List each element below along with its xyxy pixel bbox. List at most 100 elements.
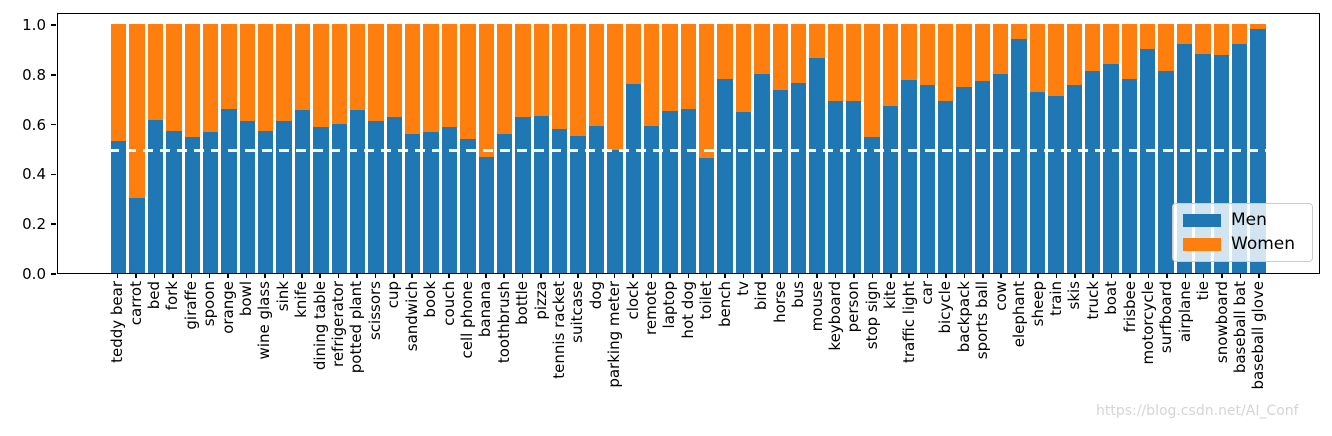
bar-segment-women-orange [221, 24, 237, 109]
plot-area [57, 13, 1320, 274]
bar-kite [882, 24, 899, 273]
x-tick-label-backpack: backpack [954, 281, 973, 353]
x-tick [301, 274, 303, 278]
bar-bird [754, 24, 770, 273]
bar-segment-women-sandwich [405, 24, 421, 134]
x-tick-label-bus: bus [789, 281, 808, 308]
x-tick [797, 274, 800, 278]
x-tick-cell-teddy-bear: teddy bear [108, 274, 127, 390]
bar-segment-men-toilet [699, 158, 715, 273]
bar-segment-women-book [423, 24, 439, 133]
y-tick-label-0.8: 0.8 [22, 65, 46, 84]
bar-segment-men-horse [772, 89, 788, 273]
x-tick-cell-bird: bird [752, 274, 770, 390]
x-tick-cell-baseball-bat: baseball bat [1231, 274, 1249, 390]
x-tick-cell-airplane: airplane [1176, 274, 1194, 390]
bar-segment-women-bench [717, 24, 733, 79]
bar-segment-women-toothbrush [496, 24, 513, 134]
x-tick-label-boat: boat [1102, 281, 1121, 315]
x-tick-label-bottle: bottle [513, 281, 532, 325]
bar-segment-men-orange [221, 108, 237, 273]
x-tick-label-refrigerator: refrigerator [329, 281, 348, 368]
x-tick [577, 274, 579, 278]
x-tick-label-carrot: carrot [126, 281, 145, 326]
x-tick-cell-boat: boat [1102, 274, 1121, 390]
y-tick-label-0.6: 0.6 [22, 115, 46, 134]
bar-segment-women-motorcycle [1140, 24, 1156, 49]
x-tick-cell-toilet: toilet [697, 274, 715, 390]
x-tick-label-knife: knife [292, 281, 311, 318]
x-tick-label-banana: banana [476, 281, 495, 338]
bar-segment-women-elephant [1011, 24, 1027, 39]
bar-segment-women-frisbee [1121, 24, 1137, 79]
bar-segment-men-remote [643, 126, 660, 273]
bar-bottle [515, 24, 531, 273]
bar-segment-women-car [919, 24, 935, 85]
bar-segment-women-carrot [129, 24, 145, 199]
x-tick [485, 274, 487, 278]
bar-segment-men-knife [294, 109, 311, 273]
bar-segment-women-backpack [956, 24, 972, 88]
y-tick-label-0.4: 0.4 [22, 165, 46, 184]
x-tick [282, 274, 285, 278]
legend-swatch-women-icon [1183, 238, 1221, 251]
bar-segment-women-sports-ball [974, 24, 990, 82]
bar-segment-men-bottle [515, 117, 531, 273]
bar-cell-phone [460, 24, 476, 273]
bar-bed [147, 24, 164, 273]
x-tick-label-cell-phone: cell phone [457, 281, 476, 359]
x-tick [595, 274, 598, 278]
x-tick-label-traffic-light: traffic light [899, 281, 918, 364]
x-tick-cell-keyboard: keyboard [826, 274, 844, 390]
bar-segment-men-suitcase [570, 136, 586, 273]
x-tick [521, 274, 524, 278]
bar-segment-women-snowboard [1213, 24, 1229, 56]
bar-segment-men-pizza [533, 116, 549, 273]
bar-segment-women-truck [1084, 24, 1101, 72]
x-tick [208, 274, 211, 278]
y-tick [51, 273, 56, 275]
x-tick-cell-tie: tie [1194, 274, 1212, 390]
bar-segment-men-tv [735, 112, 752, 273]
bar-segment-men-person [846, 101, 862, 273]
bar-segment-women-sheep [1029, 24, 1046, 93]
x-tick-cell-parking-meter: parking meter [605, 274, 623, 390]
bar-segment-men-sink [276, 121, 292, 273]
x-tick-cell-couch: couch [440, 274, 458, 390]
bar-traffic-light [901, 24, 917, 273]
x-tick [1074, 274, 1076, 278]
bar-segment-women-giraffe [184, 24, 200, 138]
x-tick-cell-banana: banana [476, 274, 495, 390]
x-tick [264, 274, 266, 278]
bar-segment-men-parking-meter [607, 149, 623, 273]
bar-bench [717, 24, 733, 273]
x-tick-label-bicycle: bicycle [936, 281, 955, 334]
bar-segment-men-backpack [956, 87, 972, 273]
x-tick-cell-car: car [918, 274, 936, 390]
bar-segment-men-spoon [202, 132, 219, 273]
x-tick-cell-mouse: mouse [808, 274, 826, 390]
x-tick-label-teddy-bear: teddy bear [108, 281, 127, 363]
x-tick-cell-bench: bench [716, 274, 734, 390]
x-tick-label-tv: tv [734, 281, 753, 296]
x-tick-cell-refrigerator: refrigerator [329, 274, 348, 390]
bar-segment-men-refrigerator [331, 123, 347, 273]
x-tick-cell-sandwich: sandwich [403, 274, 421, 390]
bar-segment-men-boat [1103, 63, 1119, 273]
legend-item-women: Women [1183, 236, 1302, 253]
x-tick-label-person: person [844, 281, 863, 333]
x-tick-label-train: train [1046, 281, 1065, 316]
bar-segment-women-tennis-racket [552, 24, 568, 129]
x-tick [1147, 274, 1150, 278]
x-tick-cell-bed: bed [145, 274, 163, 390]
x-tick [908, 274, 910, 278]
bar-segment-women-train [1048, 24, 1064, 97]
x-tick-cell-bowl: bowl [237, 274, 255, 390]
x-tick-cell-dog: dog [587, 274, 605, 390]
x-tick-cell-bicycle: bicycle [936, 274, 955, 390]
bar-segment-women-bicycle [937, 24, 954, 102]
x-tick-label-book: book [421, 281, 440, 318]
y-tick-label-0.0: 0.0 [22, 265, 46, 283]
x-tick-cell-remote: remote [642, 274, 660, 390]
